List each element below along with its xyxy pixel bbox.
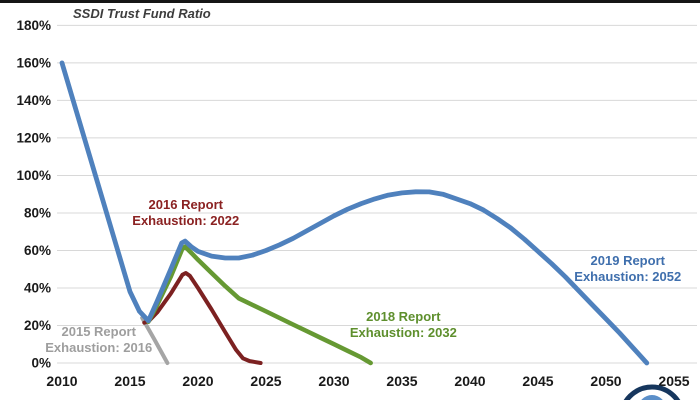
annotation-line: 2018 Report: [366, 309, 441, 325]
y-tick-label: 40%: [24, 280, 51, 295]
annotation-line: 2016 Report: [148, 196, 223, 212]
y-tick-label: 0%: [31, 356, 51, 371]
annotation-2015-report: 2015 Report Exhaustion: 2016: [45, 324, 152, 356]
y-tick-label: 80%: [24, 205, 51, 220]
y-tick-label: 60%: [24, 243, 51, 258]
annotation-line: Exhaustion: 2052: [574, 269, 682, 285]
annotation-2018-report: 2018 Report Exhaustion: 2032: [350, 309, 457, 341]
top-border: [0, 0, 700, 3]
annotation-line: Exhaustion: 2032: [349, 325, 457, 341]
chart-title: SSDI Trust Fund Ratio: [73, 6, 211, 21]
series-line-2019-report: [59, 60, 650, 366]
annotation-line: 2015 Report: [61, 324, 136, 340]
annotation-line: Exhaustion: 2016: [45, 340, 153, 356]
x-tick-label: 2010: [46, 373, 77, 389]
y-tick-label: 100%: [16, 168, 51, 183]
x-tick-label: 2020: [182, 373, 213, 389]
y-tick-label: 160%: [16, 55, 51, 70]
logo-ring: [623, 384, 681, 400]
y-tick-label: 20%: [24, 318, 51, 333]
y-tick-label: 120%: [16, 130, 51, 145]
series-line-2018-report: [146, 244, 373, 366]
x-tick-label: 2045: [522, 373, 553, 389]
x-tick-label: 2050: [590, 373, 621, 389]
annotation-line: Exhaustion: 2022: [132, 212, 240, 228]
x-tick-label: 2030: [318, 373, 349, 389]
x-tick-label: 2015: [114, 373, 145, 389]
annotation-line: 2019 Report: [590, 253, 665, 269]
x-tick-label: 2040: [454, 373, 485, 389]
circular-emblem-logo: [623, 384, 681, 400]
x-tick-label: 2035: [386, 373, 417, 389]
annotation-2019-report: 2019 Report Exhaustion: 2052: [574, 253, 681, 285]
y-tick-label: 180%: [16, 18, 51, 33]
series-line-2015-report: [140, 316, 170, 365]
logo-inner-shape: [641, 395, 663, 400]
series-line-2016-report: [142, 271, 263, 365]
annotation-2016-report: 2016 Report Exhaustion: 2022: [132, 197, 239, 229]
y-tick-label: 140%: [16, 93, 51, 108]
x-tick-label: 2055: [658, 373, 689, 389]
x-tick-label: 2025: [250, 373, 281, 389]
